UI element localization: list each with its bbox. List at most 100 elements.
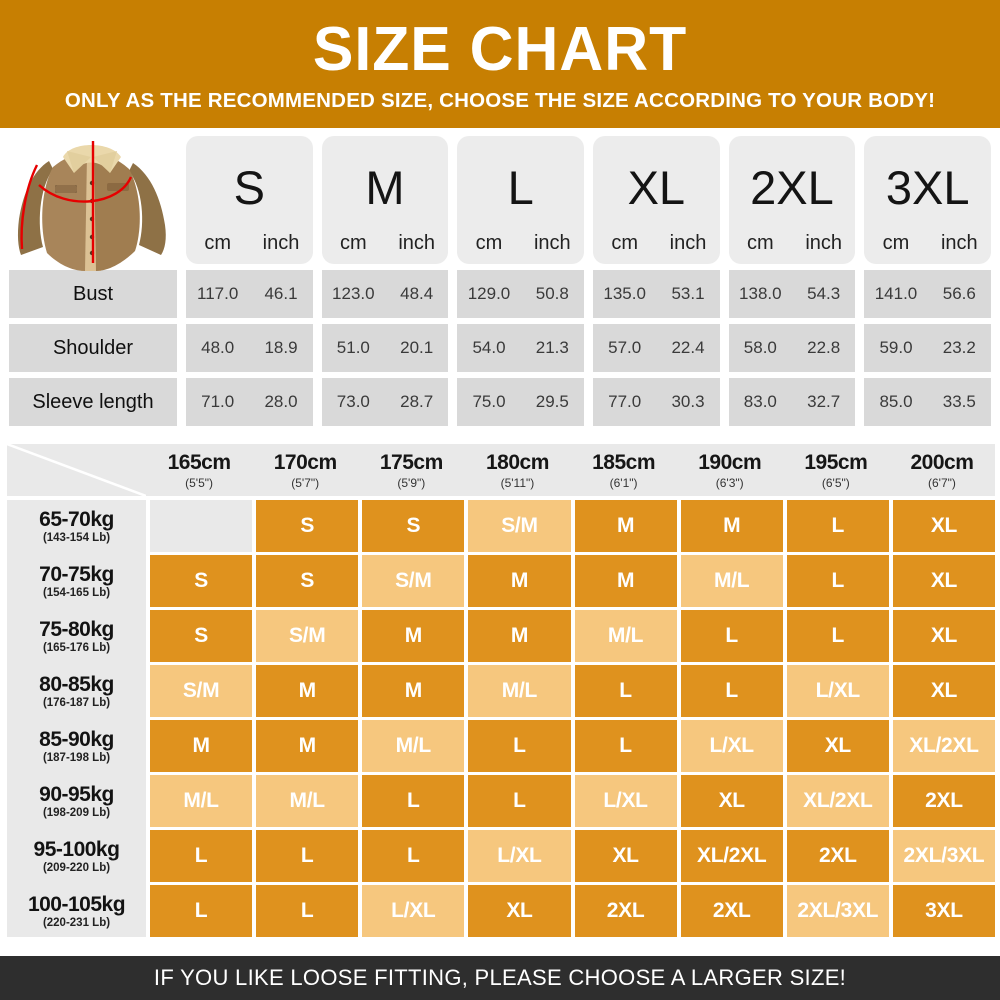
measurement-cell: 57.0 22.4 [592,324,720,372]
measurement-cell: 59.0 23.2 [864,324,991,372]
cm-value: 138.0 [739,284,782,303]
measurement-cell: 73.0 28.7 [321,378,449,426]
size-label: 3XL [885,160,970,214]
unit-labels: cm inch [322,232,449,264]
cm-value: 85.0 [879,392,913,411]
cm-value: 83.0 [743,392,777,411]
fit-cell: XL [574,830,677,882]
measurement-cell: 123.0 48.4 [321,270,449,318]
height-cm: 180cm [485,450,549,474]
size-column-header-xl: XL cm inch [592,136,720,264]
fit-cell: M/L [680,555,783,607]
cm-value: 48.0 [201,338,235,357]
fit-cell: S [362,500,465,552]
size-column-header-2xl: 2XL cm inch [728,136,856,264]
unit-labels: cm inch [729,232,856,264]
height-ft: (5'7") [291,475,320,490]
height-cm: 170cm [273,450,337,474]
weight-lb: (176-187 Lb) [42,697,111,709]
fit-cell: XL [680,775,783,827]
inch-value: 48.4 [400,284,434,303]
weight-kg: 100-105kg [27,893,126,916]
fit-matrix: 65-70kg (143-154 Lb) S S S/M M M L XL 70-75kg (154… [7,500,995,937]
fit-cell: L/XL [786,665,889,717]
inch-value: 20.1 [400,338,434,357]
weight-row-label: 70-75kg (154-165 Lb) [7,555,146,607]
weight-lb: (165-176 Lb) [42,642,111,654]
measurement-row-label: Bust [9,270,177,318]
inch-value: 28.0 [264,392,298,411]
fit-cell: M [574,500,677,552]
unit-labels: cm inch [186,232,313,264]
height-column-header: 165cm (5'5") [146,444,253,496]
cm-value: 71.0 [201,392,235,411]
inch-value: 56.6 [942,284,976,303]
banner: SIZE CHART ONLY AS THE RECOMMENDED SIZE,… [0,0,1000,128]
unit-label-cm: cm [746,232,774,254]
measurement-cell: 138.0 54.3 [728,270,856,318]
measurement-cell: 85.0 33.5 [864,378,991,426]
measurement-row: Shoulder 48.0 18.9 51.0 20.1 54.0 21.3 57.0 22.4… [9,324,991,372]
inch-value: 32.7 [807,392,841,411]
weight-kg: 85-90kg [39,728,114,751]
corner-diagonal-line [7,444,146,496]
weight-row-label: 100-105kg (220-231 Lb) [7,885,146,937]
corner-cell [7,444,146,496]
fit-cell: XL/2XL [892,720,995,772]
fit-cell: M/L [256,775,359,827]
weight-row-label: 80-85kg (176-187 Lb) [7,665,146,717]
fit-cell: M [150,720,253,772]
height-column-header: 175cm (5'9") [358,444,465,496]
height-column-header: 185cm (6'1") [570,444,677,496]
unit-label-inch: inch [262,232,300,254]
unit-labels: cm inch [864,232,991,264]
inch-value: 22.4 [671,338,705,357]
cm-value: 129.0 [467,284,511,303]
weight-lb: (220-231 Lb) [42,917,111,929]
height-ft: (6'7") [927,475,956,490]
cm-value: 59.0 [879,338,913,357]
sleeve-measure-line [20,164,39,250]
height-ft: (5'9") [397,475,426,490]
fit-cell: L [680,665,783,717]
fit-cell: L [468,775,571,827]
measurement-cell: 48.0 18.9 [186,324,313,372]
inch-value: 50.8 [535,284,569,303]
fit-cell: 2XL [574,885,677,937]
height-column-header: 190cm (6'3") [676,444,783,496]
fit-cell: S/M [468,500,571,552]
fit-cell: XL [892,610,995,662]
unit-label-inch: inch [805,232,843,254]
inch-value: 23.2 [942,338,976,357]
page-title: SIZE CHART [312,14,688,84]
measurement-cell: 141.0 56.6 [864,270,991,318]
height-weight-table-section: 165cm (5'5") 170cm (5'7") 175cm (5'9") 180cm (5… [7,444,995,937]
height-cm: 190cm [698,450,762,474]
fit-cell: L [256,830,359,882]
inch-value: 22.8 [807,338,841,357]
fit-cell: S [256,555,359,607]
fit-cell: 3XL [892,885,995,937]
fit-cell: XL [786,720,889,772]
fit-cell: M [680,500,783,552]
weight-row-label: 75-80kg (165-176 Lb) [7,610,146,662]
fit-cell: S/M [256,610,359,662]
height-ft: (6'3") [715,475,744,490]
height-cm: 200cm [910,450,974,474]
fit-cell: M/L [362,720,465,772]
unit-label-cm: cm [204,232,231,254]
fit-cell: M/L [574,610,677,662]
measurement-cell: 75.0 29.5 [457,378,584,426]
unit-label-inch: inch [669,232,707,254]
weight-kg: 95-100kg [33,838,120,861]
weight-lb: (198-209 Lb) [42,807,111,819]
size-label: XL [627,160,686,214]
fit-cell: XL [892,555,995,607]
height-column-header: 195cm (6'5") [782,444,889,496]
cm-value: 51.0 [336,338,370,357]
inch-value: 46.1 [264,284,298,303]
height-column-header: 200cm (6'7") [888,444,995,496]
